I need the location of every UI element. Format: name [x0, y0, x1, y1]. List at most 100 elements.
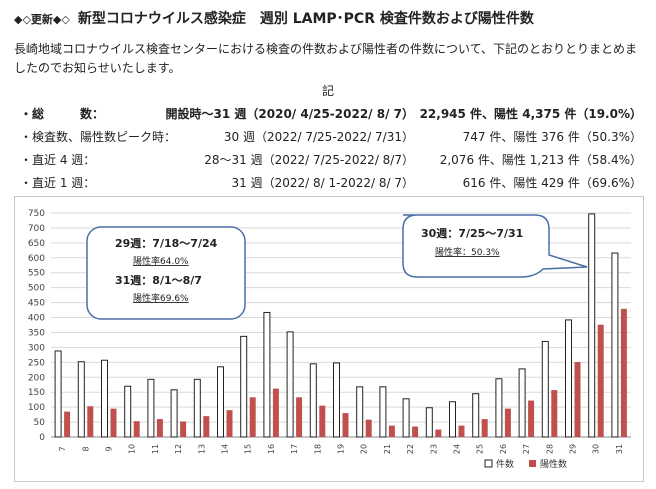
x-tick-label: 8: [81, 446, 90, 451]
x-tick-label: 18: [313, 444, 322, 454]
stats-label: ・直近 4 週：: [20, 153, 96, 167]
bar-tests: [193, 378, 201, 438]
y-tick-label: 600: [28, 254, 45, 264]
stats-counts: 2,076 件、陽性 1,213 件（58.4%）: [439, 153, 642, 167]
y-tick-label: 200: [28, 373, 45, 383]
stats-row-last1: ・直近 1 週： 31 週（2022/ 8/ 1-2022/ 8/ 7） 616…: [14, 171, 650, 194]
legend-label-tests: 件数: [496, 458, 514, 470]
bar-tests: [240, 335, 248, 438]
x-tick-label: 28: [545, 444, 554, 454]
stats-counts: 22,945 件、陽性 4,375 件（19.0%）: [419, 107, 642, 121]
x-tick-label: 17: [290, 444, 299, 454]
y-tick-label: 300: [28, 343, 45, 353]
stats-row-last4: ・直近 4 週： 28～31 週（2022/ 7/25-2022/ 8/7） 2…: [14, 148, 650, 171]
x-tick-label: 27: [522, 444, 531, 454]
bar-positives: [458, 425, 465, 437]
update-mark: ◆◇更新◆◇: [14, 13, 70, 26]
callout-left-week31: 31週：8/1～8/7: [115, 273, 202, 287]
y-tick-label: 700: [28, 224, 45, 234]
bar-positives: [296, 397, 303, 437]
bar-tests: [402, 398, 410, 438]
bar-tests: [472, 393, 480, 438]
legend-label-positives: 陽性数: [540, 458, 567, 470]
bar-tests: [333, 362, 340, 438]
intro-text: 長崎地域コロナウイルス検査センターにおける検査の件数および陽性者の件数について、…: [14, 42, 638, 75]
bar-positives: [481, 419, 488, 437]
bar-tests: [379, 386, 387, 438]
page-title: ◆◇更新◆◇ 新型コロナウイルス感染症 週別 LAMP･PCR 検査件数および陽性…: [14, 8, 534, 28]
x-tick-label: 14: [221, 444, 230, 454]
bar-positives: [528, 400, 535, 437]
y-tick-label: 150: [28, 388, 45, 398]
stats-label: ・検査数、陽性数ピーク時：: [20, 130, 177, 144]
bar-tests: [495, 378, 503, 438]
x-tick-label: 11: [151, 444, 160, 454]
x-tick-label: 20: [360, 444, 369, 454]
callout-right-box: [402, 214, 588, 278]
x-tick-label: 29: [569, 444, 578, 454]
x-tick-label: 21: [383, 444, 392, 454]
bar-positives: [412, 426, 419, 437]
bar-tests: [77, 361, 85, 438]
y-tick-label: 50: [34, 418, 46, 428]
stats-period: 30 週（2022/ 7/25-2022/ 7/31）: [223, 130, 414, 144]
callout-left-rate29: 陽性率64.0%: [133, 255, 189, 267]
y-tick-label: 550: [28, 269, 45, 279]
bar-positives: [342, 413, 349, 437]
bar-chart: 0 50 100 150 200 250 300 350 400 450 500 550 600 650 7…: [28, 209, 631, 470]
stats-row-peak: ・検査数、陽性数ピーク時： 30 週（2022/ 7/25-2022/ 7/31…: [14, 125, 650, 148]
x-tick-label: 22: [406, 444, 415, 454]
callout-right-rate30: 陽性率：50.3%: [435, 246, 500, 258]
bar-positives: [435, 429, 442, 437]
bar-tests: [425, 407, 433, 438]
bar-positives: [365, 419, 372, 437]
x-tick-label: 9: [105, 446, 114, 451]
stats-period: 28～31 週（2022/ 7/25-2022/ 8/7）: [204, 153, 414, 167]
legend-swatch-positives: [529, 460, 536, 467]
x-tick-label: 19: [337, 444, 346, 454]
callout-left-week29: 29週：7/18～7/24: [115, 236, 218, 250]
bar-tests: [217, 366, 224, 438]
stats-label: ・直近 1 週：: [20, 176, 96, 190]
y-tick-label: 250: [28, 358, 45, 368]
chart-panel: 0 50 100 150 200 250 300 350 400 450 500 550 600 650 7…: [14, 196, 644, 482]
bar-positives: [597, 324, 604, 437]
bar-positives: [388, 425, 395, 437]
bar-tests: [101, 359, 108, 438]
callout-left-rate31: 陽性率69.6%: [133, 292, 189, 304]
bar-tests: [611, 252, 619, 438]
x-tick-label: 13: [197, 444, 206, 454]
bar-tests: [518, 368, 526, 438]
y-tick-label: 350: [28, 328, 45, 338]
bar-tests: [170, 389, 178, 438]
title-text: 新型コロナウイルス感染症 週別 LAMP･PCR 検査件数および陽性件数: [77, 11, 534, 27]
callout-left-box: [86, 226, 246, 320]
y-tick-label: 0: [39, 433, 45, 443]
stats-period: 開設時～31 週（2020/ 4/25-2022/ 8/ 7）: [165, 107, 414, 121]
x-tick-label: 24: [453, 444, 462, 454]
bar-tests: [286, 331, 294, 438]
bar-positives: [133, 421, 140, 437]
bar-tests: [356, 386, 364, 438]
bar-tests: [565, 319, 572, 438]
x-tick-label: 10: [128, 444, 137, 454]
bar-tests: [309, 363, 317, 438]
bar-positives: [64, 411, 71, 437]
y-tick-label: 450: [28, 299, 45, 309]
bar-positives: [504, 408, 511, 437]
stats-label: ・総 数：: [20, 107, 105, 121]
x-tick-label: 23: [429, 444, 438, 454]
bar-tests: [449, 401, 456, 438]
y-tick-label: 750: [28, 209, 45, 219]
legend-swatch-tests: [484, 459, 493, 468]
x-tick-label: 25: [476, 444, 485, 454]
bar-tests: [124, 385, 132, 438]
bar-positives: [319, 405, 326, 437]
bar-positives: [226, 410, 233, 437]
bar-tests: [263, 311, 271, 438]
callout-right-week30: 30週：7/25～7/31: [421, 226, 523, 240]
bar-tests: [54, 350, 62, 438]
stats-period: 31 週（2022/ 8/ 1-2022/ 8/ 7）: [231, 176, 414, 190]
stats-counts: 747 件、陽性 376 件（50.3%）: [462, 130, 642, 144]
bar-positives: [249, 397, 256, 437]
